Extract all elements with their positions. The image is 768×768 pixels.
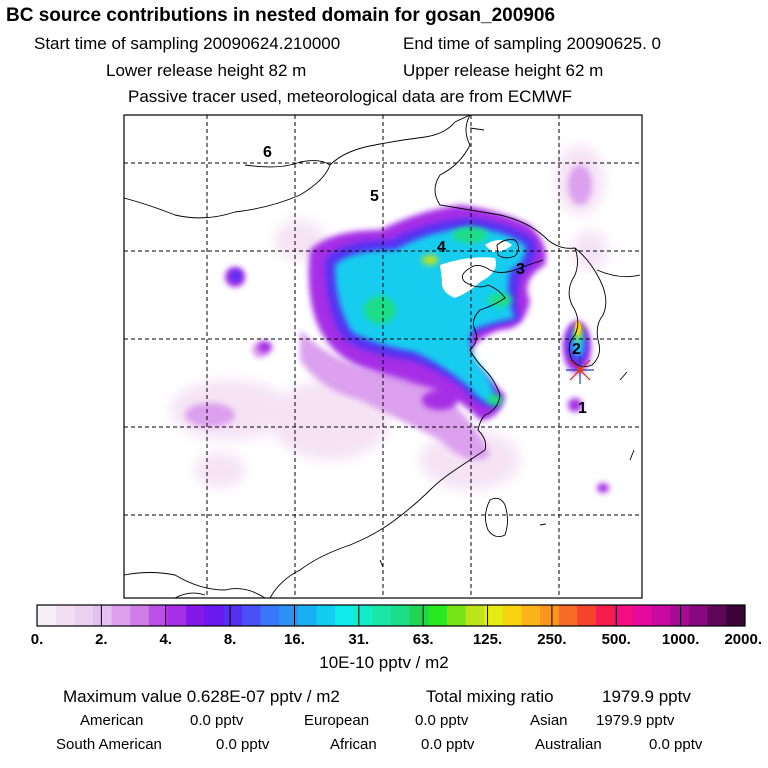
colorbar-tick-label: 125. xyxy=(473,631,502,648)
region-value-american: 0.0 pptv xyxy=(190,712,244,729)
colorbar-swatch xyxy=(577,605,597,626)
region-name-african: African xyxy=(330,736,377,753)
region-label-3: 3 xyxy=(516,261,525,278)
colorbar-ticks: 0. 2. 4. 8. 16. 31. 63. 125. 250. 500. 1000. 2000. xyxy=(31,631,762,648)
region-value-south-american: 0.0 pptv xyxy=(216,736,270,753)
max-value-label: Maximum value 0.628E-07 pptv / m2 xyxy=(63,687,340,706)
colorbar-swatch xyxy=(111,605,131,626)
colorbar-swatch xyxy=(614,605,634,626)
colorbar-tick-label: 16. xyxy=(284,631,305,648)
colorbar-swatch xyxy=(707,605,727,626)
region-label-2: 2 xyxy=(572,341,581,358)
colorbar-frame xyxy=(36,604,746,627)
colorbar-swatch xyxy=(502,605,522,626)
colorbar-swatch xyxy=(55,605,75,626)
colorbar-swatch xyxy=(241,605,261,626)
colorbar-swatch xyxy=(279,605,299,626)
colorbar-swatch xyxy=(260,605,280,626)
colorbar-tick-label: 250. xyxy=(537,631,566,648)
colorbar-swatch xyxy=(558,605,578,626)
region-name-european: European xyxy=(304,712,370,729)
colorbar-unit: 10E-10 pptv / m2 xyxy=(319,653,449,672)
region-name-american: American xyxy=(80,712,144,729)
region-label-6: 6 xyxy=(263,144,272,161)
receptor-star-icon xyxy=(566,356,594,384)
end-time-label: End time of sampling 20090625. 0 xyxy=(403,34,662,53)
colorbar-swatch xyxy=(223,605,243,626)
region-name-south-american: South American xyxy=(56,736,162,753)
colorbar-swatch xyxy=(372,605,392,626)
colorbar-swatch xyxy=(484,605,504,626)
colorbar-swatch xyxy=(633,605,653,626)
region-value-asian: 1979.9 pptv xyxy=(596,712,675,729)
colorbar-swatch xyxy=(148,605,168,626)
concentration-field xyxy=(170,145,609,493)
upper-release-label: Upper release height 62 m xyxy=(403,61,604,80)
colorbar-swatch xyxy=(167,605,187,626)
colorbar-swatch xyxy=(446,605,466,626)
colorbar-swatch xyxy=(37,605,57,626)
colorbar-swatch xyxy=(297,605,317,626)
colorbar-swatches xyxy=(36,604,746,627)
start-time-label: Start time of sampling 20090624.210000 xyxy=(34,34,341,53)
region-value-australian: 0.0 pptv xyxy=(649,736,703,753)
region-label-5: 5 xyxy=(370,188,379,205)
colorbar-swatch xyxy=(353,605,373,626)
total-mixing-value: 1979.9 pptv xyxy=(602,687,691,706)
region-name-australian: Australian xyxy=(535,736,602,753)
colorbar-swatch xyxy=(130,605,150,626)
region-label-4: 4 xyxy=(437,239,446,256)
colorbar-swatch xyxy=(74,605,94,626)
colorbar-tick-label: 1000. xyxy=(662,631,700,648)
plot-title: BC source contributions in nested domain… xyxy=(6,5,556,26)
colorbar-swatch xyxy=(465,605,485,626)
colorbar-tick-label: 8. xyxy=(224,631,237,648)
colorbar-swatch xyxy=(391,605,411,626)
colorbar-swatch xyxy=(726,605,746,626)
colorbar-swatch xyxy=(670,605,690,626)
colorbar-tick-label: 4. xyxy=(159,631,172,648)
region-name-asian: Asian xyxy=(530,712,568,729)
region-value-european: 0.0 pptv xyxy=(415,712,469,729)
colorbar: 0. 2. 4. 8. 16. 31. 63. 125. 250. 500. 1000. 2000. xyxy=(31,604,762,648)
colorbar-swatch xyxy=(540,605,560,626)
colorbar-swatch xyxy=(92,605,112,626)
map-frame xyxy=(123,114,643,599)
colorbar-swatch xyxy=(204,605,224,626)
tracer-note: Passive tracer used, meteorological data… xyxy=(128,87,573,106)
colorbar-swatch xyxy=(316,605,336,626)
colorbar-swatch xyxy=(689,605,709,626)
colorbar-tick-label: 63. xyxy=(413,631,434,648)
colorbar-swatch xyxy=(595,605,615,626)
colorbar-swatch xyxy=(409,605,429,626)
region-label-1: 1 xyxy=(578,400,587,417)
coastlines xyxy=(124,115,641,598)
colorbar-tick-label: 0. xyxy=(31,631,44,648)
colorbar-tick-label: 2. xyxy=(95,631,108,648)
colorbar-tick-label: 31. xyxy=(348,631,369,648)
colorbar-swatch xyxy=(186,605,206,626)
colorbar-swatch xyxy=(521,605,541,626)
colorbar-tick-label: 500. xyxy=(602,631,631,648)
colorbar-tick-label: 2000. xyxy=(724,631,762,648)
colorbar-swatch xyxy=(335,605,355,626)
colorbar-swatch xyxy=(651,605,671,626)
region-value-african: 0.0 pptv xyxy=(421,736,475,753)
colorbar-swatch xyxy=(428,605,448,626)
lower-release-label: Lower release height 82 m xyxy=(106,61,307,80)
total-mixing-label: Total mixing ratio xyxy=(426,687,554,706)
lat-lon-grid xyxy=(124,115,642,598)
